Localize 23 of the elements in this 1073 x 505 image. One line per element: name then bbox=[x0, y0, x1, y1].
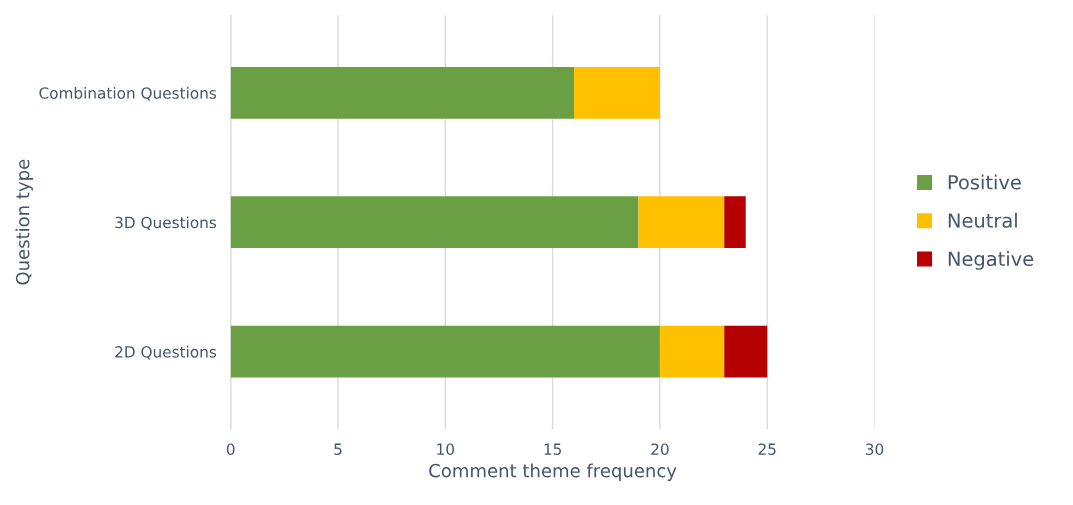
bar bbox=[230, 196, 639, 249]
bar bbox=[724, 196, 746, 249]
x-tick-label: 25 bbox=[758, 443, 776, 455]
x-tick-label: 0 bbox=[226, 443, 235, 455]
bar bbox=[574, 66, 660, 119]
bar bbox=[638, 196, 725, 249]
x-tick-label: 20 bbox=[651, 443, 669, 455]
bar bbox=[230, 66, 575, 119]
legend-label: Negative bbox=[948, 251, 1034, 270]
x-tick-label: 5 bbox=[334, 443, 342, 455]
bar bbox=[230, 325, 660, 378]
bar bbox=[724, 325, 768, 378]
legend-label: Neutral bbox=[948, 212, 1017, 228]
y-tick-label: 2D Questions bbox=[115, 345, 217, 360]
y-tick-label: 3D Questions bbox=[115, 216, 217, 230]
y-axis-title: Question type bbox=[15, 159, 33, 285]
x-tick-label: 15 bbox=[544, 443, 561, 455]
x-tick-label: 30 bbox=[865, 443, 884, 455]
x-axis-title: Comment theme frequency bbox=[429, 463, 677, 481]
y-tick-label: Combination Questions bbox=[39, 86, 217, 101]
x-tick-label: 10 bbox=[437, 443, 454, 455]
bar bbox=[659, 325, 725, 378]
legend-label: Positive bbox=[948, 174, 1021, 190]
